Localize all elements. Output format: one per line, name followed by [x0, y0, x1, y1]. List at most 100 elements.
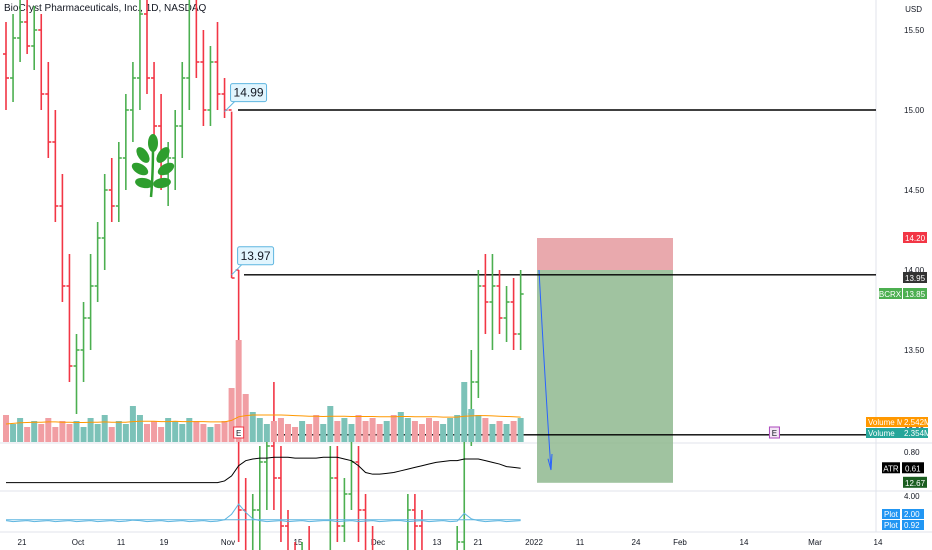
earnings-marker[interactable]	[233, 426, 245, 439]
volume-bar	[454, 415, 461, 442]
x-tick-label: 13	[433, 538, 442, 547]
price-tag[interactable]	[903, 476, 927, 488]
y-tick-label: 15.50	[904, 26, 925, 35]
volume-bar	[179, 424, 186, 442]
x-tick-label: 11	[117, 538, 126, 547]
price-tag[interactable]	[903, 232, 927, 243]
symbol-title[interactable]: BioCryst Pharmaceuticals, Inc., 1D, NASD…	[4, 3, 207, 14]
volume-bar	[397, 412, 404, 442]
stop-loss-zone[interactable]	[537, 238, 673, 270]
volume-bar	[242, 394, 249, 442]
volume-bar	[115, 421, 122, 442]
volume-bar	[362, 421, 369, 442]
volume-bar	[45, 418, 52, 442]
volume-bar	[256, 418, 263, 442]
volume-bar	[270, 421, 277, 442]
leaf-logo-leaf	[156, 147, 170, 163]
price-tag-value: 13.85	[905, 290, 926, 299]
x-tick-label: 21	[18, 538, 27, 547]
leaf-logo-stem	[149, 144, 155, 198]
volume-bar	[510, 421, 517, 442]
earnings-marker[interactable]	[768, 426, 780, 439]
leaf-logo-leaf	[131, 162, 149, 176]
x-tick-label: 11	[576, 538, 585, 547]
plot-tag-label-box	[882, 520, 900, 530]
volume-bar	[10, 424, 17, 442]
volume-bar	[52, 427, 59, 442]
volume-bar	[383, 421, 390, 442]
volume-bar	[66, 424, 73, 442]
plot-tag-value: 0.92	[904, 521, 920, 530]
volume-bar	[418, 424, 425, 442]
volume-bar	[355, 415, 362, 442]
volume-bar	[447, 418, 454, 442]
volume-bar	[376, 424, 383, 442]
volume-bar	[3, 415, 9, 442]
y-tick-label: 15.00	[904, 106, 925, 115]
volume-tag-value-box	[902, 428, 928, 438]
price-tag[interactable]	[903, 272, 927, 283]
leaf-logo-leaf	[148, 134, 158, 152]
volume-bar	[306, 424, 313, 442]
volume-bar	[87, 418, 94, 442]
volume-bar	[249, 412, 256, 442]
x-tick-label: 14	[740, 538, 749, 547]
atr-tick-label: 0.80	[904, 448, 920, 457]
plot-tag-label: Plot	[884, 521, 899, 530]
price-callout-box[interactable]	[230, 83, 268, 103]
price-tag-value: 12.67	[905, 479, 926, 488]
volume-bar	[17, 418, 24, 442]
atr-tag-label: ATR	[883, 464, 899, 473]
volume-bar	[263, 424, 270, 442]
volume-bar	[200, 424, 207, 442]
volume-bar	[158, 427, 165, 442]
y-tick-label: 14.00	[904, 266, 925, 275]
volume-bar	[482, 418, 489, 442]
x-tick-label: 21	[474, 538, 483, 547]
volume-bar	[38, 424, 45, 442]
volume-bar	[59, 421, 66, 442]
price-callout-box[interactable]	[237, 246, 275, 266]
x-tick-label: Nov	[221, 538, 235, 547]
plot-tick-label: 4.00	[904, 492, 920, 501]
volume-tag-label-box	[866, 417, 902, 427]
volume-bar	[475, 415, 482, 442]
volume-tag-label: Volume	[868, 429, 895, 438]
atr-tag-value: 0.61	[905, 464, 921, 473]
price-callout-pointer	[224, 101, 235, 112]
volume-bar	[165, 418, 172, 442]
currency-label: USD	[905, 5, 922, 14]
volume-bar	[440, 424, 447, 442]
plot-tag-value-box	[902, 509, 924, 519]
x-tick-label: 19	[160, 538, 169, 547]
volume-bar	[461, 382, 468, 442]
volume-bar	[144, 424, 150, 442]
volume-bar	[80, 427, 87, 442]
volume-bar	[327, 406, 334, 442]
symbol-tag[interactable]	[879, 288, 902, 299]
price-callout-text: 14.99	[234, 86, 264, 100]
take-profit-zone[interactable]	[537, 270, 673, 483]
volume-bar	[341, 418, 348, 442]
x-tick-label: 14	[874, 538, 883, 547]
volume-bar	[73, 421, 80, 442]
plot-tag-value: 2.00	[904, 510, 920, 519]
volume-bar	[426, 418, 432, 442]
volume-bar	[136, 415, 143, 442]
volume-bar	[277, 418, 284, 442]
plot-line	[5, 503, 521, 523]
projection-arrow	[538, 269, 552, 471]
atr-line	[6, 456, 521, 484]
volume-bar	[496, 421, 503, 442]
leaf-logo-leaf	[153, 177, 171, 189]
plot-tag-value-box	[902, 520, 924, 530]
volume-tag-value: 2.354M	[904, 429, 931, 438]
leaf-logo-leaf	[135, 177, 153, 189]
volume-bar	[24, 427, 31, 442]
volume-bar	[320, 424, 327, 442]
volume-bar	[313, 415, 320, 442]
volume-bar	[517, 418, 524, 442]
price-tag[interactable]	[903, 288, 927, 299]
volume-bar	[390, 415, 397, 442]
